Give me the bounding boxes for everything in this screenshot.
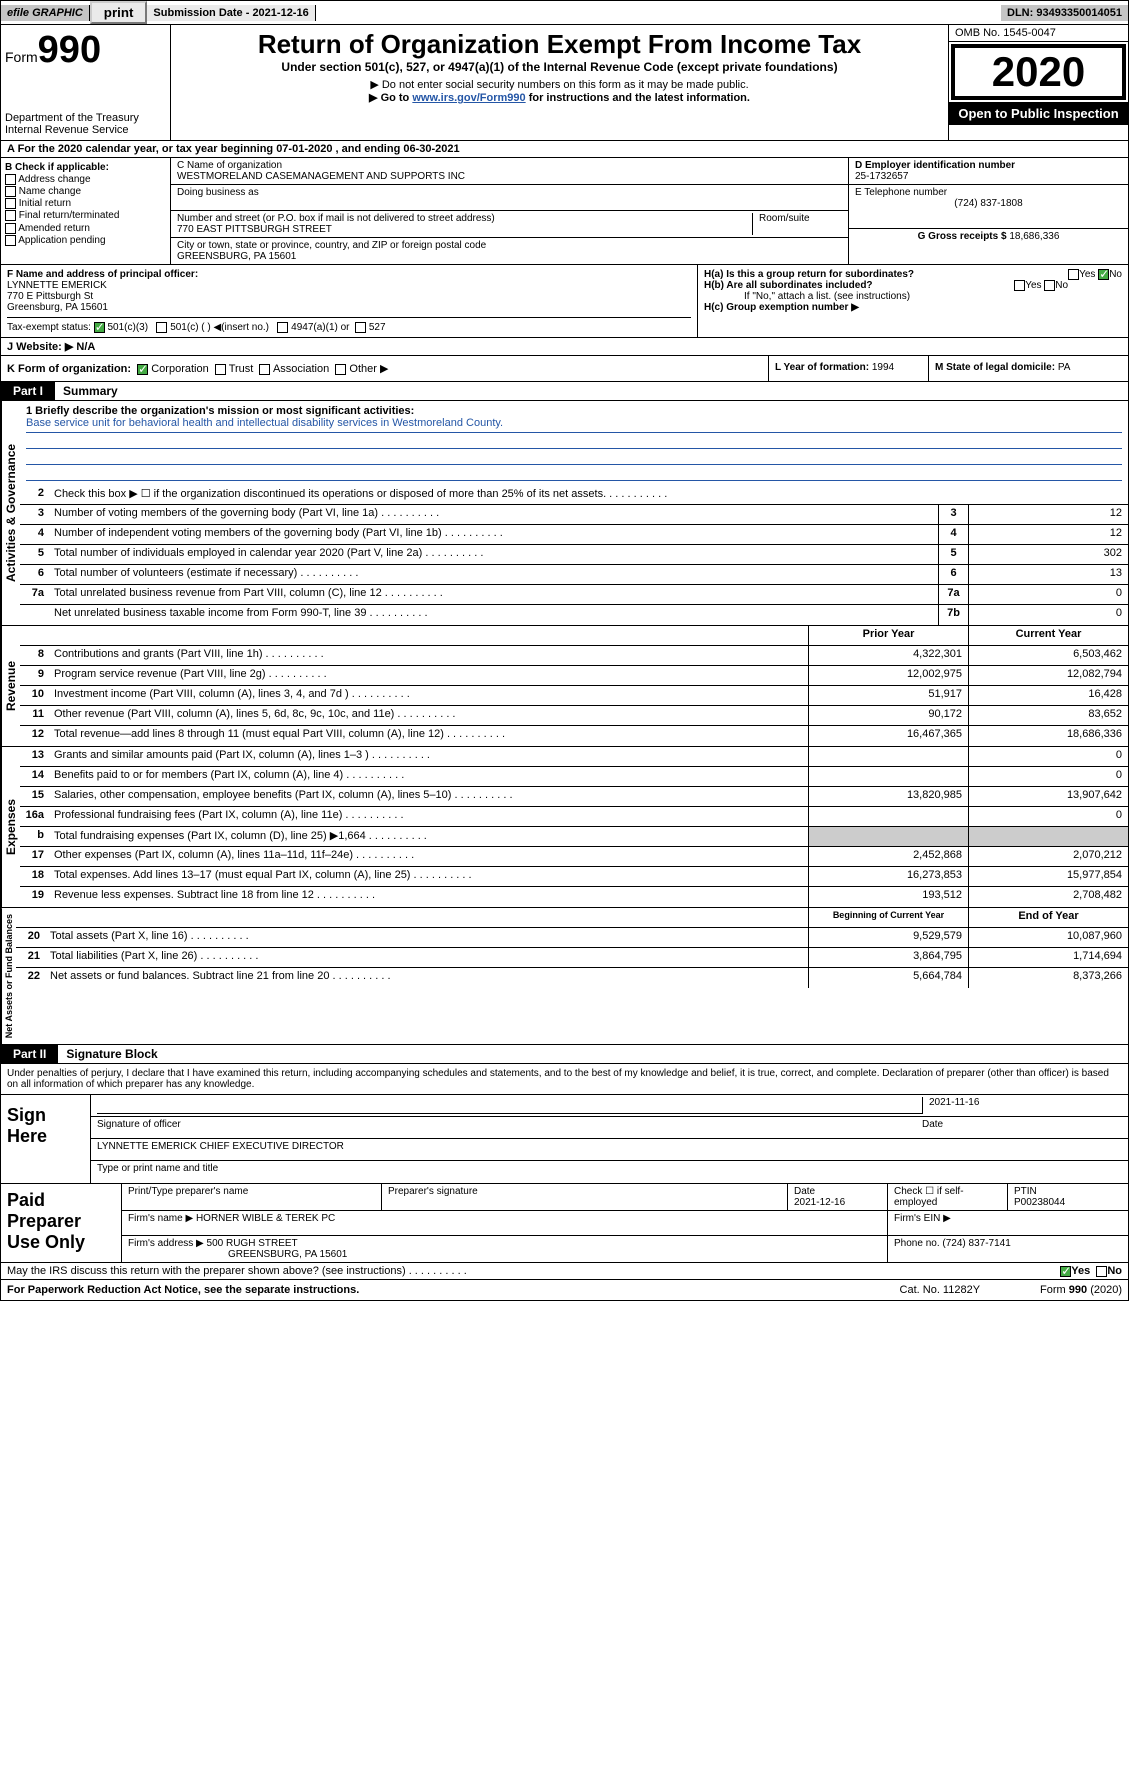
vert-expenses: Expenses [1,747,20,907]
sign-here-block: Sign Here 2021-11-16 Signature of office… [0,1095,1129,1184]
line-14: 14 Benefits paid to or for members (Part… [20,767,1128,787]
section-bcd: B Check if applicable: Address change Na… [0,158,1129,265]
line-4: 4 Number of independent voting members o… [20,525,1128,545]
mission-block: 1 Briefly describe the organization's mi… [20,401,1128,485]
vert-netassets: Net Assets or Fund Balances [1,908,16,1044]
col-d-contact: D Employer identification number25-17326… [848,158,1128,264]
tax-year: 2020 [951,44,1126,100]
note-ssn: ▶ Do not enter social security numbers o… [175,78,944,91]
expenses-grid: Expenses 13 Grants and similar amounts p… [0,747,1129,908]
line-18: 18 Total expenses. Add lines 13–17 (must… [20,867,1128,887]
revenue-grid: Revenue Prior YearCurrent Year 8 Contrib… [0,626,1129,747]
col-b-checkboxes: B Check if applicable: Address change Na… [1,158,171,264]
row-a-period: A For the 2020 calendar year, or tax yea… [0,141,1129,158]
netassets-grid: Net Assets or Fund Balances Beginning of… [0,908,1129,1045]
footer-row: For Paperwork Reduction Act Notice, see … [0,1280,1129,1301]
omb-number: OMB No. 1545-0047 [949,25,1128,42]
form-header: Form990 Department of the Treasury Inter… [0,25,1129,141]
irs-link[interactable]: www.irs.gov/Form990 [412,92,525,104]
line-5: 5 Total number of individuals employed i… [20,545,1128,565]
line-8: 8 Contributions and grants (Part VIII, l… [20,646,1128,666]
form-subtitle: Under section 501(c), 527, or 4947(a)(1)… [175,60,944,74]
line-7b: Net unrelated business taxable income fr… [20,605,1128,625]
paid-preparer-block: Paid Preparer Use Only Print/Type prepar… [0,1184,1129,1263]
dept-label: Department of the Treasury Internal Reve… [5,112,166,136]
perjury-text: Under penalties of perjury, I declare th… [0,1064,1129,1095]
row-klm: K Form of organization: Corporation Trus… [0,356,1129,382]
submission-date: Submission Date - 2021-12-16 [147,5,315,21]
line-20: 20 Total assets (Part X, line 16) 9,529,… [16,928,1128,948]
form-title: Return of Organization Exempt From Incom… [175,29,944,60]
dln-label: DLN: 93493350014051 [1001,5,1128,21]
line-21: 21 Total liabilities (Part X, line 26) 3… [16,948,1128,968]
line-15: 15 Salaries, other compensation, employe… [20,787,1128,807]
line-17: 17 Other expenses (Part IX, column (A), … [20,847,1128,867]
print-button[interactable]: print [90,1,148,24]
note-goto: ▶ Go to www.irs.gov/Form990 for instruct… [175,91,944,104]
line-19: 19 Revenue less expenses. Subtract line … [20,887,1128,907]
row-j-website: J Website: ▶ N/A [0,338,1129,356]
line-22: 22 Net assets or fund balances. Subtract… [16,968,1128,988]
line-3: 3 Number of voting members of the govern… [20,505,1128,525]
part2-header: Part II Signature Block [0,1045,1129,1064]
form-number: Form990 [5,29,166,72]
line-6: 6 Total number of volunteers (estimate i… [20,565,1128,585]
line-9: 9 Program service revenue (Part VIII, li… [20,666,1128,686]
line-b: b Total fundraising expenses (Part IX, c… [20,827,1128,847]
vert-governance: Activities & Governance [1,401,20,625]
line-10: 10 Investment income (Part VIII, column … [20,686,1128,706]
line-16a: 16a Professional fundraising fees (Part … [20,807,1128,827]
line-12: 12 Total revenue—add lines 8 through 11 … [20,726,1128,746]
row-fh: F Name and address of principal officer:… [0,265,1129,338]
efile-label: efile GRAPHIC [1,5,90,21]
line-7a: 7a Total unrelated business revenue from… [20,585,1128,605]
inspection-label: Open to Public Inspection [949,102,1128,125]
col-c-org: C Name of organizationWESTMORELAND CASEM… [171,158,848,264]
line-13: 13 Grants and similar amounts paid (Part… [20,747,1128,767]
line-2: 2 Check this box ▶ ☐ if the organization… [20,485,1128,505]
vert-revenue: Revenue [1,626,20,746]
part1-header: Part I Summary [0,382,1129,401]
top-bar: efile GRAPHIC print Submission Date - 20… [0,0,1129,25]
line-11: 11 Other revenue (Part VIII, column (A),… [20,706,1128,726]
part1-grid: Activities & Governance 1 Briefly descri… [0,401,1129,626]
discuss-row: May the IRS discuss this return with the… [0,1263,1129,1280]
